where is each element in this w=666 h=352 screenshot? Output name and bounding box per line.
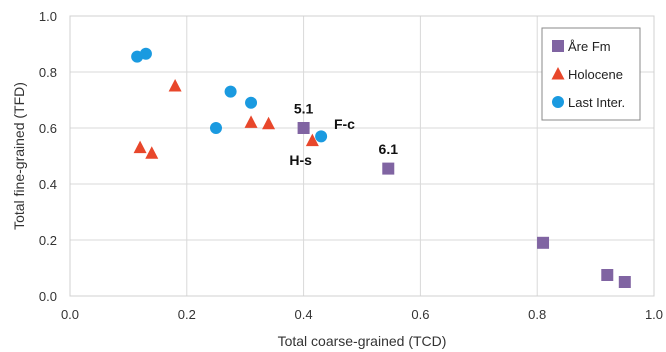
point-circle — [224, 85, 237, 98]
point-annotation: F-c — [334, 116, 355, 132]
plot-area-frame — [69, 15, 655, 297]
x-tick-label: 0.2 — [178, 307, 196, 322]
y-tick-label: 0.4 — [39, 177, 57, 192]
point-square — [618, 276, 631, 288]
point-annotation: 5.1 — [294, 100, 314, 116]
x-tick-label: 0.6 — [411, 307, 429, 322]
x-tick-label: 1.0 — [645, 307, 663, 322]
legend: Åre Fm Holocene Last Inter. — [541, 27, 641, 121]
y-tick-label: 0.8 — [39, 65, 57, 80]
point-triangle — [168, 79, 182, 92]
point-annotation: H-s — [289, 152, 312, 168]
point-triangle — [145, 146, 159, 159]
point-square — [537, 236, 550, 249]
y-tick-label: 0.0 — [39, 289, 57, 304]
point-circle — [245, 96, 258, 109]
point-triangle — [133, 140, 147, 154]
point-circle — [210, 122, 222, 134]
y-tick-label: 0.2 — [39, 233, 57, 248]
x-axis-tick-labels: 0.0 0.2 0.4 0.6 0.8 1.0 — [61, 307, 663, 322]
legend-label: Holocene — [568, 67, 623, 82]
y-axis-title: Total fine-grained (TFD) — [11, 82, 27, 230]
y-tick-label: 0.6 — [39, 121, 57, 136]
point-triangle — [244, 115, 258, 128]
point-square — [382, 162, 395, 175]
point-triangle — [305, 133, 319, 147]
point-square — [297, 122, 310, 134]
legend-marker-square — [552, 40, 564, 52]
point-circle — [139, 47, 152, 60]
legend-marker-triangle — [551, 67, 565, 80]
y-axis-tick-labels: 0.0 0.2 0.4 0.6 0.8 1.0 — [39, 9, 57, 304]
data-points — [131, 47, 631, 288]
legend-label: Åre Fm — [568, 39, 611, 54]
y-tick-label: 1.0 — [39, 9, 57, 24]
point-circle — [315, 130, 328, 143]
point-triangle — [262, 116, 276, 130]
point-annotation: 6.1 — [379, 141, 399, 157]
x-tick-label: 0.8 — [528, 307, 546, 322]
legend-label: Last Inter. — [568, 95, 625, 110]
legend-marker-circle — [552, 96, 564, 108]
point-square — [601, 269, 614, 281]
x-tick-label: 0.4 — [295, 307, 313, 322]
x-axis-title: Total coarse-grained (TCD) — [278, 333, 447, 349]
x-tick-label: 0.0 — [61, 307, 79, 322]
point-annotations: 5.1 F-c H-s 6.1 — [289, 100, 398, 168]
